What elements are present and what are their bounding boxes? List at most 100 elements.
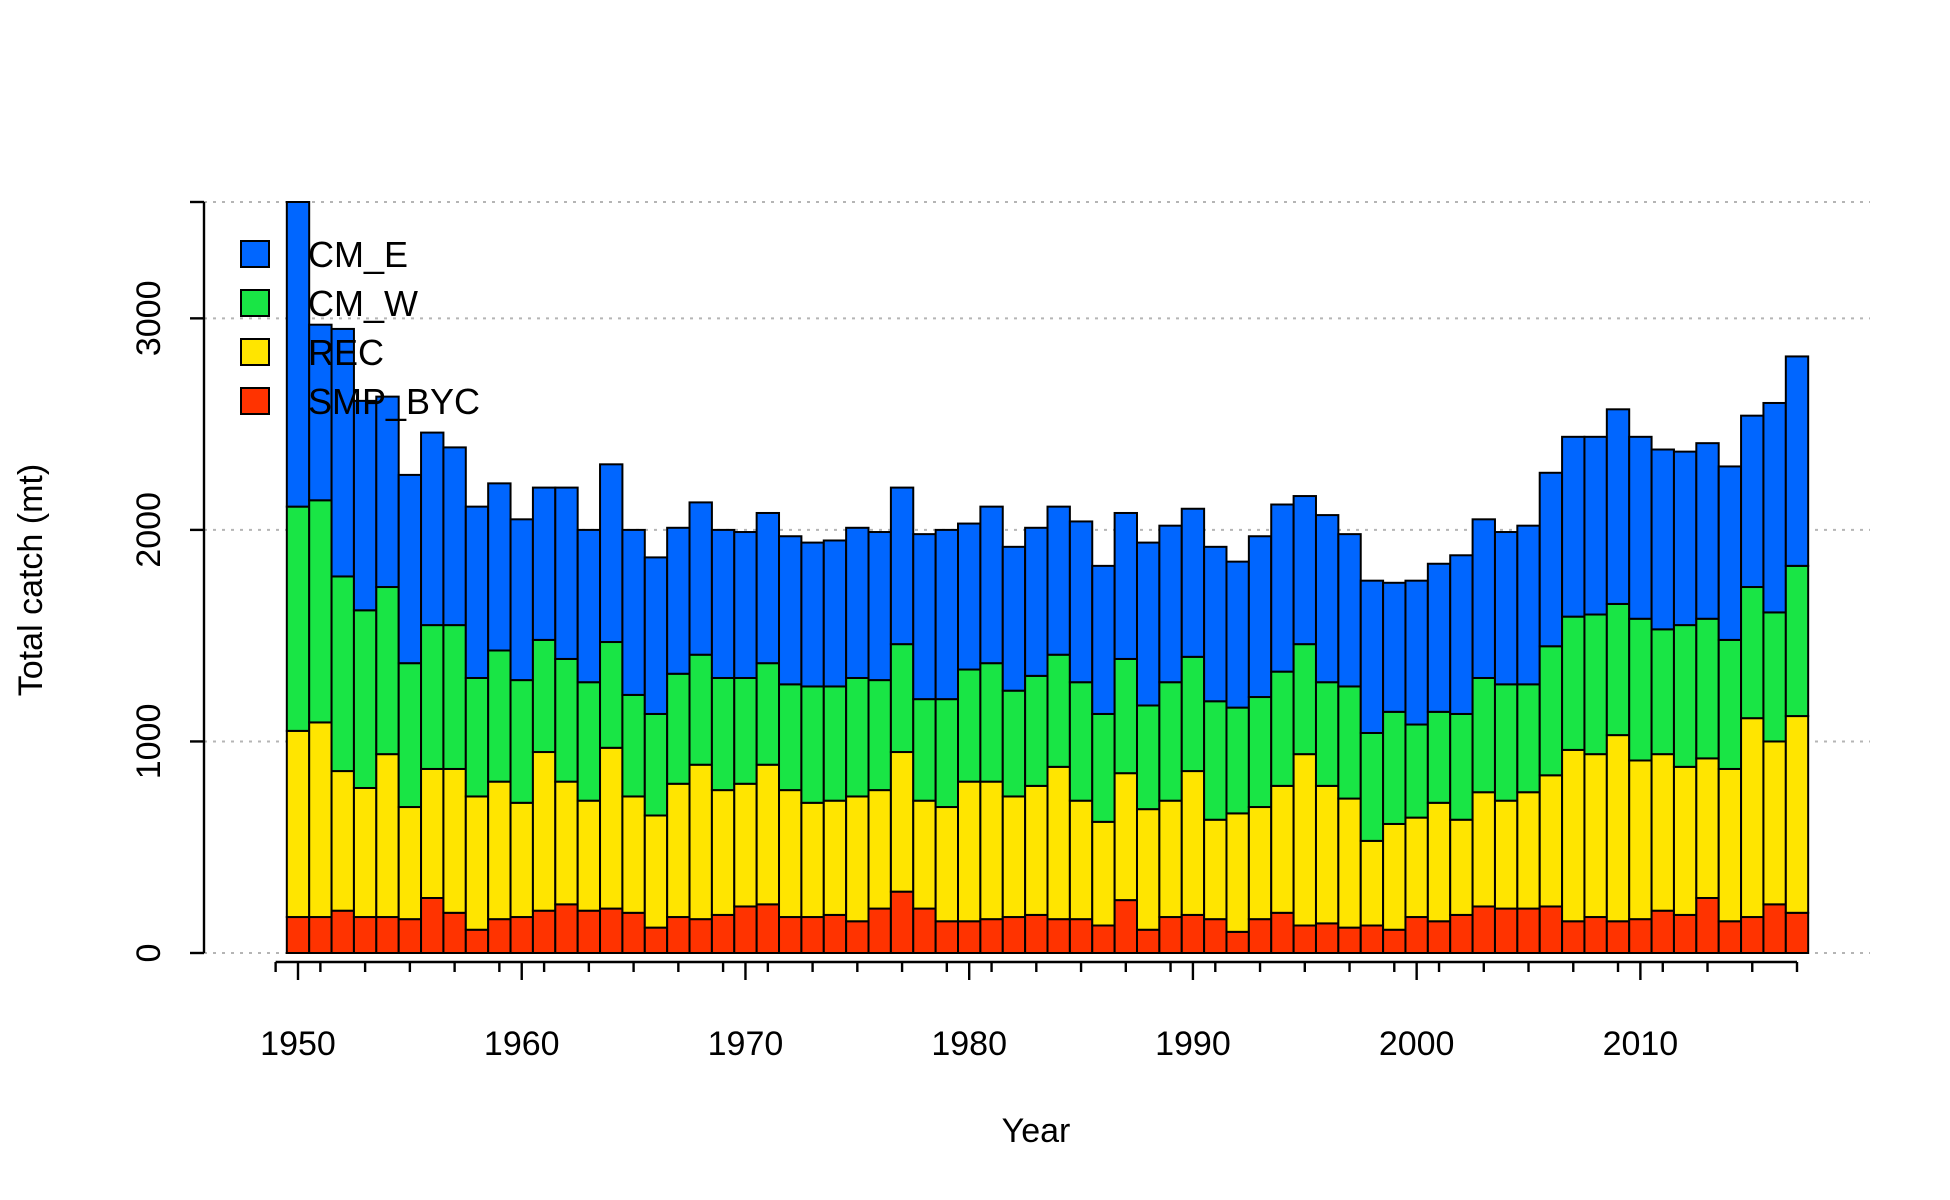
x-axis-label: Year (1002, 1112, 1071, 1150)
legend-label-rec: REC (308, 332, 384, 373)
x-tick-label: 2010 (1603, 1025, 1679, 1063)
bar-cm-w-1977 (889, 643, 915, 754)
bar-rec-2014 (1717, 767, 1743, 923)
bar-rec-1989 (1158, 799, 1183, 919)
bar-cm-e-1996 (1314, 514, 1340, 684)
bar-smp-byc-1964 (599, 907, 624, 954)
bar-cm-w-1972 (778, 683, 803, 792)
bar-cm-w-2011 (1650, 628, 1675, 756)
bar-rec-1975 (845, 795, 870, 923)
bar-rec-1982 (1001, 795, 1027, 919)
x-tick-label: 1980 (931, 1025, 1007, 1063)
bar-smp-byc-1961 (531, 909, 557, 954)
bar-smp-byc-2014 (1717, 920, 1743, 954)
bar-smp-byc-1986 (1091, 924, 1116, 955)
legend-label-cm-e: CM_E (308, 234, 408, 275)
bar-rec-1977 (889, 751, 915, 893)
bar-cm-w-2016 (1762, 611, 1787, 743)
bar-cm-w-1954 (375, 586, 400, 756)
bar-cm-e-2009 (1605, 408, 1631, 605)
bar-cm-e-2013 (1695, 442, 1720, 620)
bar-smp-byc-1959 (487, 918, 512, 954)
bar-cm-e-2015 (1740, 414, 1765, 589)
bar-smp-byc-1980 (957, 920, 982, 954)
bar-rec-1971 (755, 763, 781, 906)
bar-cm-w-1995 (1292, 643, 1317, 756)
bar-cm-w-1981 (979, 662, 1004, 783)
bar-smp-byc-1955 (397, 918, 423, 954)
bar-rec-2006 (1538, 774, 1564, 908)
bar-cm-w-1999 (1382, 710, 1407, 825)
bar-cm-e-2011 (1650, 448, 1675, 631)
bar-smp-byc-1982 (1001, 916, 1027, 954)
bar-cm-w-1986 (1091, 712, 1116, 823)
x-tick-label: 1960 (484, 1025, 560, 1063)
bar-cm-w-1998 (1359, 731, 1385, 842)
legend-swatch-cm-e (240, 240, 270, 268)
bar-cm-w-2015 (1740, 586, 1765, 720)
bar-smp-byc-1977 (889, 890, 915, 954)
bar-cm-e-1953 (352, 399, 378, 612)
bar-rec-2016 (1762, 740, 1787, 906)
bar-smp-byc-2001 (1426, 920, 1452, 954)
bar-rec-1998 (1359, 839, 1385, 927)
bar-smp-byc-2011 (1650, 909, 1675, 954)
bar-cm-w-1962 (554, 657, 579, 783)
y-tick-label: 1000 (130, 704, 168, 780)
bar-cm-w-1989 (1158, 681, 1183, 802)
bar-cm-e-1997 (1337, 533, 1362, 688)
bar-cm-e-1993 (1247, 535, 1273, 699)
bar-cm-e-1970 (733, 531, 758, 679)
x-tick-label: 1970 (708, 1025, 784, 1063)
bar-smp-byc-2005 (1516, 907, 1541, 954)
bar-cm-e-1965 (621, 528, 646, 696)
bar-rec-1973 (800, 801, 825, 919)
bar-rec-2004 (1493, 799, 1519, 910)
legend-label-smp-byc: SMP_BYC (308, 381, 480, 422)
bar-rec-2001 (1426, 801, 1452, 923)
bar-rec-1951 (308, 721, 333, 919)
bar-rec-1979 (934, 806, 960, 923)
bar-rec-2003 (1471, 791, 1496, 908)
bar-cm-e-1977 (889, 486, 915, 646)
bar-cm-e-1960 (509, 518, 534, 682)
bar-rec-2012 (1672, 765, 1698, 916)
bar-cm-w-1970 (733, 676, 758, 785)
bar-rec-1964 (599, 746, 624, 910)
bar-cm-w-1956 (420, 624, 445, 770)
bar-rec-1957 (442, 767, 467, 914)
bar-rec-1993 (1247, 806, 1273, 921)
bar-cm-e-1963 (576, 528, 602, 684)
bar-smp-byc-1953 (352, 916, 378, 954)
bar-smp-byc-1950 (285, 916, 311, 954)
bar-cm-w-2014 (1717, 638, 1743, 770)
bar-cm-e-1989 (1158, 524, 1183, 684)
bar-rec-1985 (1068, 799, 1094, 921)
bar-cm-w-1968 (688, 653, 713, 766)
bar-smp-byc-1992 (1225, 930, 1250, 955)
bar-rec-1991 (1203, 818, 1228, 921)
bar-cm-e-2001 (1426, 562, 1452, 713)
bar-cm-w-1976 (867, 679, 892, 792)
bar-rec-1974 (822, 799, 848, 916)
bar-rec-1965 (621, 795, 646, 914)
bar-smp-byc-2008 (1583, 916, 1608, 954)
bar-cm-e-1988 (1135, 541, 1161, 707)
bar-cm-e-1969 (710, 528, 736, 679)
bar-cm-e-1957 (442, 446, 467, 627)
bar-cm-e-1961 (531, 486, 557, 641)
bar-cm-e-2016 (1762, 401, 1787, 614)
bar-cm-e-1982 (1001, 545, 1027, 692)
bar-smp-byc-1987 (1113, 899, 1138, 954)
bar-smp-byc-1971 (755, 903, 781, 955)
bar-cm-e-1985 (1068, 520, 1094, 684)
bar-cm-w-2000 (1404, 723, 1429, 819)
bar-cm-e-2008 (1583, 435, 1608, 616)
bar-smp-byc-1984 (1046, 918, 1071, 954)
legend-swatch-smp-byc (240, 387, 270, 415)
bar-cm-w-1952 (330, 575, 355, 773)
bar-rec-1962 (554, 780, 579, 906)
bar-smp-byc-2004 (1493, 907, 1519, 954)
bar-smp-byc-1994 (1270, 911, 1295, 955)
